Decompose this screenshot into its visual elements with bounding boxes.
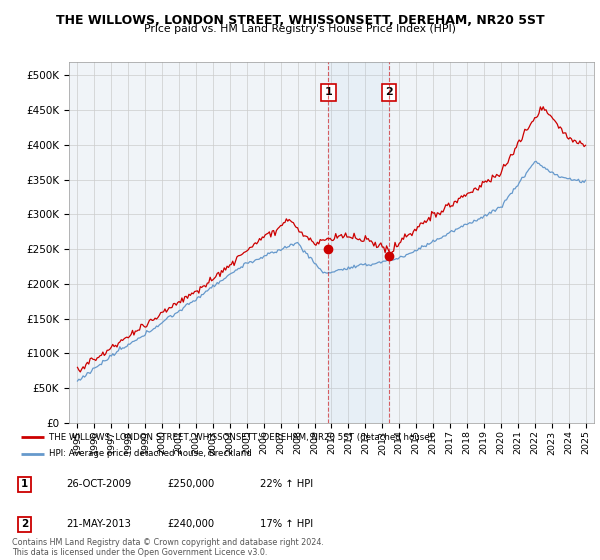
Text: THE WILLOWS, LONDON STREET, WHISSONSETT, DEREHAM, NR20 5ST (detached house): THE WILLOWS, LONDON STREET, WHISSONSETT,…: [49, 432, 433, 441]
Text: 2: 2: [385, 87, 392, 97]
Text: 2: 2: [21, 519, 28, 529]
Text: 17% ↑ HPI: 17% ↑ HPI: [260, 519, 313, 529]
Text: HPI: Average price, detached house, Breckland: HPI: Average price, detached house, Brec…: [49, 449, 252, 458]
Text: 1: 1: [21, 479, 28, 489]
Text: Contains HM Land Registry data © Crown copyright and database right 2024.
This d: Contains HM Land Registry data © Crown c…: [12, 538, 324, 557]
Text: 1: 1: [325, 87, 332, 97]
Text: THE WILLOWS, LONDON STREET, WHISSONSETT, DEREHAM, NR20 5ST: THE WILLOWS, LONDON STREET, WHISSONSETT,…: [56, 14, 544, 27]
Bar: [328, 62, 389, 423]
Text: Price paid vs. HM Land Registry's House Price Index (HPI): Price paid vs. HM Land Registry's House …: [144, 24, 456, 34]
Text: 26-OCT-2009: 26-OCT-2009: [67, 479, 132, 489]
Text: £240,000: £240,000: [167, 519, 215, 529]
Text: 22% ↑ HPI: 22% ↑ HPI: [260, 479, 313, 489]
Text: £250,000: £250,000: [167, 479, 215, 489]
Text: 21-MAY-2013: 21-MAY-2013: [67, 519, 131, 529]
